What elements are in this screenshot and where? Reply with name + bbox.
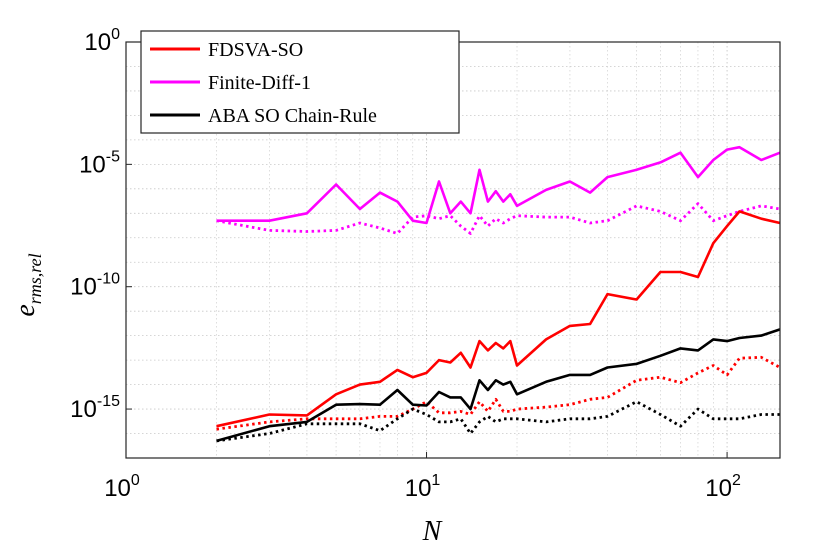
y-tick-label-exponent: -15 (97, 393, 120, 410)
series-line-3 (216, 202, 781, 235)
x-tick-label-base: 10 (705, 475, 732, 502)
y-axis-label-main: e (10, 304, 41, 316)
y-tick-label: 100 (84, 26, 120, 56)
x-tick-label: 100 (104, 472, 140, 502)
y-tick-label: 10-15 (70, 393, 120, 423)
series-line-2 (216, 328, 781, 443)
legend: FDSVA-SO Finite-Diff-1 ABA SO Chain-Rule (140, 30, 460, 134)
y-axis-label: erms,rel (10, 253, 45, 316)
x-tick-label-exponent: 0 (131, 472, 140, 489)
x-tick-label-base: 10 (405, 475, 432, 502)
series-line-4 (216, 355, 781, 431)
x-tick-label-base: 10 (104, 475, 131, 502)
legend-label-aba-so-chain-rule: ABA SO Chain-Rule (208, 105, 377, 127)
y-tick-label-base: 10 (70, 274, 97, 301)
y-tick-label-exponent: 0 (111, 26, 120, 43)
x-tick-label-exponent: 1 (431, 472, 440, 489)
y-tick-label-exponent: -10 (97, 271, 120, 288)
series-line-0 (216, 210, 781, 428)
legend-label-fdsva-so: FDSVA-SO (208, 39, 303, 61)
x-tick-label-exponent: 2 (732, 472, 741, 489)
series-layer (216, 145, 781, 443)
y-tick-label: 10-5 (79, 148, 120, 178)
series-line-5 (216, 400, 780, 443)
series-line-1 (216, 145, 781, 225)
y-axis-label-subscript: rms,rel (25, 253, 45, 304)
x-axis-label: N (422, 516, 443, 547)
x-tick-label: 102 (705, 472, 741, 502)
y-tick-label-base: 10 (70, 396, 97, 423)
x-tick-label: 101 (405, 472, 441, 502)
y-tick-label-base: 10 (84, 29, 111, 56)
y-tick-label-exponent: -5 (106, 148, 120, 165)
legend-label-finite-diff-1: Finite-Diff-1 (208, 72, 311, 94)
y-tick-label-base: 10 (79, 151, 106, 178)
y-tick-label: 10-10 (70, 271, 120, 301)
svg-text:erms,rel: erms,rel (10, 253, 45, 316)
